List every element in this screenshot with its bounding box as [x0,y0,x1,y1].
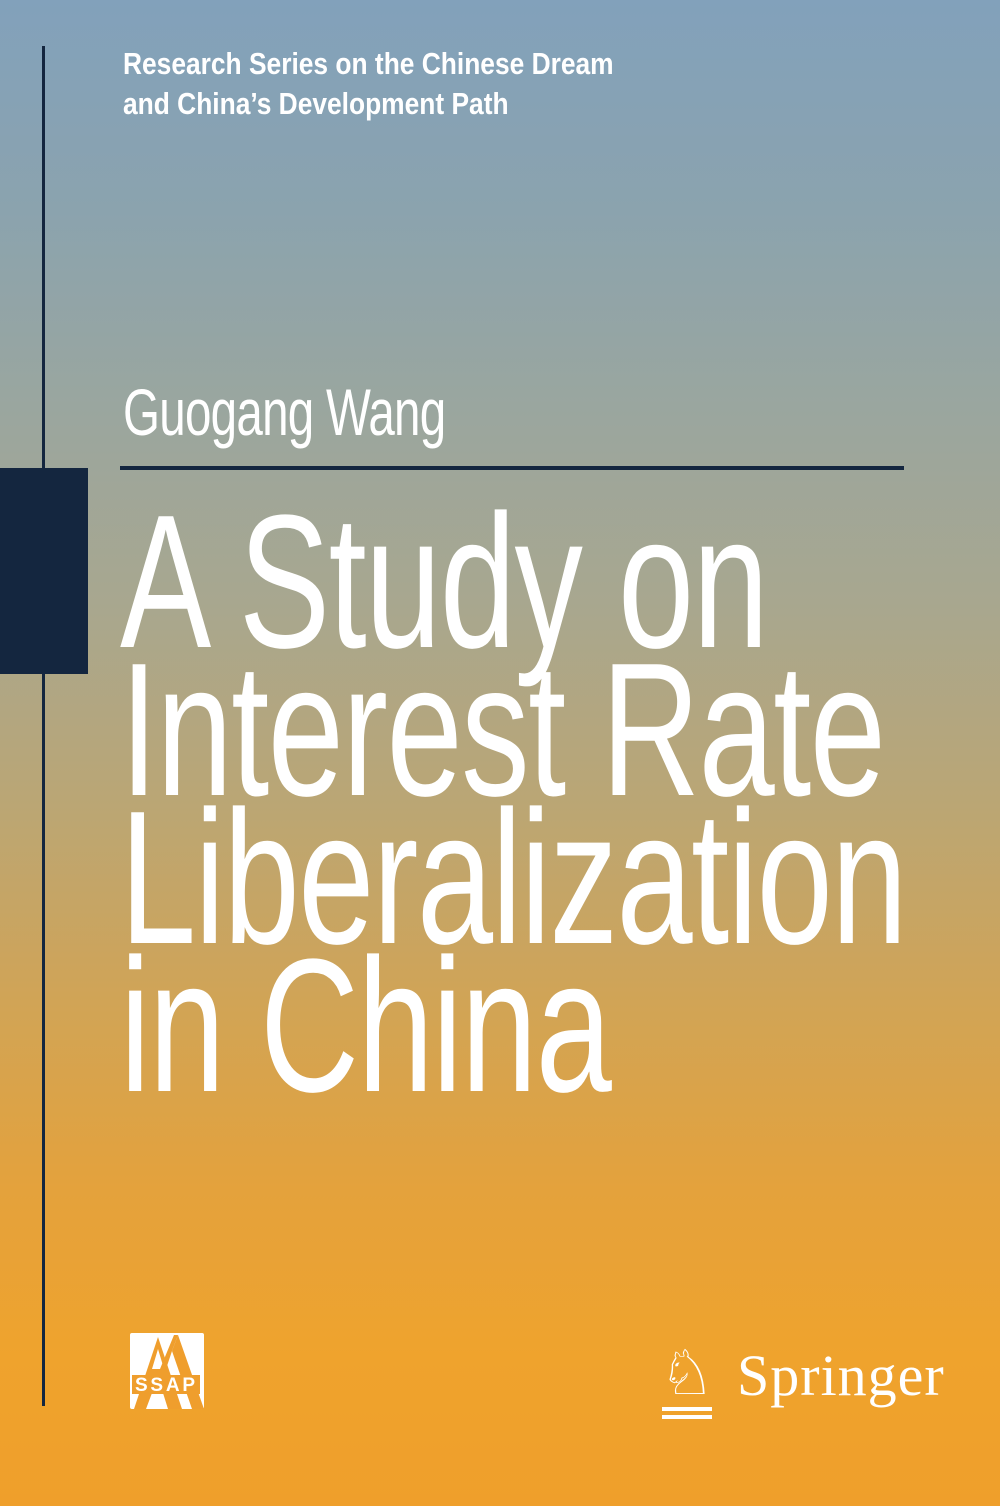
ssap-logo-text: SSAP [135,1375,195,1396]
series-title-line1: Research Series on the Chinese Dream [123,46,614,81]
ssap-logo: SSAP [130,1333,204,1409]
book-title-line2: Interest Rate [120,624,886,836]
springer-logo: ♘ Springer [655,1342,945,1419]
book-title-line3: Liberalization [120,772,907,984]
springer-knight-icon: ♘ [659,1336,715,1409]
ssap-right-a-leftleg [160,1335,178,1369]
series-title: Research Series on the Chinese Dream and… [123,44,614,124]
ssap-left-a-counter [152,1349,164,1369]
book-title-line4: in China [120,920,612,1132]
book-title-line1: A Study on [120,476,769,688]
left-vertical-rule [42,46,45,1406]
author-name: Guogang Wang [123,375,446,449]
ssap-band [132,1375,200,1394]
title-divider-rule [120,466,904,470]
springer-wordmark: Springer [737,1343,945,1408]
springer-knight-base-bar1 [662,1407,712,1411]
navy-accent-block [0,468,88,674]
series-title-line2: and China’s Development Path [123,86,509,121]
springer-knight-base-bar2 [662,1415,712,1419]
book-title: A Study on Interest Rate Liberalization … [120,476,907,1132]
springer-knight: ♘ [655,1342,719,1419]
